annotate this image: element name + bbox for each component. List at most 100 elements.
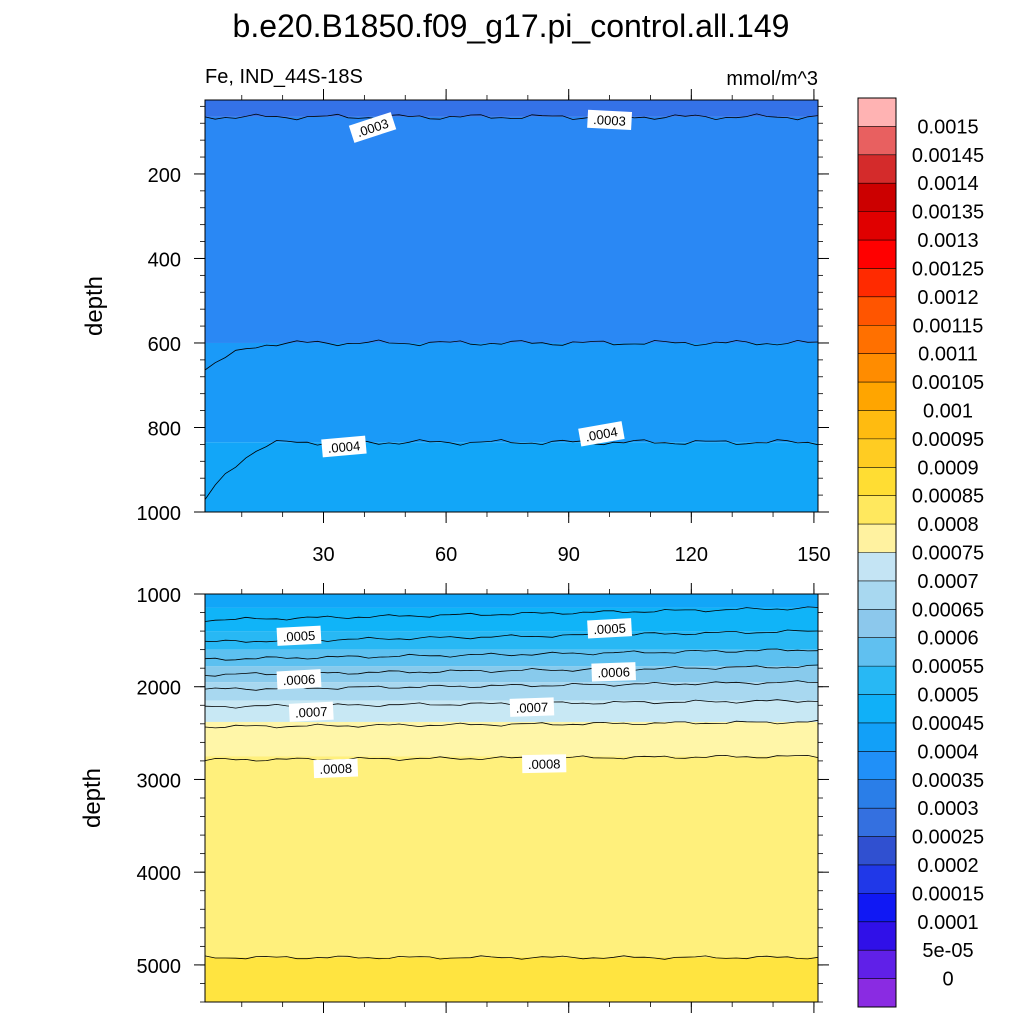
colorbar: 0.0015 0.00145 0.0014 0.00135 0.0013 0.00125 0… (857, 97, 984, 1008)
contour-label: .0008 (313, 758, 359, 779)
contour-line (204, 606, 819, 622)
colorbar-label: 0.0003 (917, 798, 978, 820)
contour-band-0.00085 (205, 756, 818, 958)
colorbar-swatch (858, 666, 896, 695)
colorbar-swatch (858, 808, 896, 837)
contour-label-text: .0007 (515, 700, 548, 716)
colorbar-swatch (858, 240, 896, 269)
contour-label-text: .0006 (282, 671, 315, 688)
contour-label-text: .0007 (295, 704, 328, 721)
contour-label-text: .0005 (593, 620, 626, 637)
contour-line (204, 955, 819, 960)
y-tick-label: 2000 (137, 678, 182, 700)
contour-band-0.00045 (205, 594, 818, 608)
colorbar-label: 0.0001 (917, 912, 978, 934)
x-tick-label: 150 (797, 544, 830, 566)
colorbar-label: 0.0004 (917, 741, 978, 763)
contour-line (204, 754, 819, 762)
contour-line (204, 680, 819, 691)
colorbar-label: 0.0014 (917, 173, 978, 195)
contour-line (204, 113, 819, 121)
contour-line (204, 439, 819, 500)
contour-label: .0005 (587, 618, 633, 639)
colorbar-label: 0.0011 (918, 344, 978, 366)
colorbar-label: 0.0013 (917, 230, 978, 252)
contour-label-text: .0004 (584, 424, 619, 444)
contour-label: .0008 (522, 754, 567, 774)
colorbar-swatch (858, 637, 896, 667)
colorbar-label: 0.00085 (912, 486, 984, 508)
colorbar-swatch (858, 552, 896, 582)
units-label: mmol/m^3 (726, 68, 818, 90)
y-tick-label: 600 (148, 334, 181, 356)
y-tick-label: 4000 (137, 863, 182, 885)
contour-label-text: .0005 (282, 628, 315, 645)
y-tick-label: 1000 (137, 585, 182, 607)
contour-band-0.0008 (205, 721, 818, 757)
colorbar-swatch (858, 524, 896, 553)
colorbar-swatch (858, 211, 896, 241)
contour-band-0.0009 (205, 957, 818, 1002)
contour-label-text: .0003 (593, 112, 626, 129)
contour-band-0.00045 (205, 442, 818, 512)
colorbar-swatch (858, 836, 896, 866)
colorbar-label: 0.0007 (917, 571, 978, 593)
colorbar-label: 0.00125 (912, 258, 984, 280)
y-tick-label: 3000 (137, 770, 182, 792)
contour-line (204, 648, 819, 661)
bottom-panel: .0005 .0005 .0006 .0006 .0007 .0007 .0008 .0008… (79, 583, 829, 1013)
contour-label-text: .0006 (597, 664, 630, 680)
x-tick-label: 60 (435, 544, 457, 566)
colorbar-label: 0.00095 (912, 429, 984, 451)
chart-title: b.e20.B1850.f09_g17.pi_control.all.149 (233, 8, 790, 44)
contour-band-0.0003 (205, 100, 818, 117)
contour-label: .0004 (578, 421, 625, 447)
colorbar-swatch (858, 382, 896, 411)
contour-label-text: .0004 (327, 438, 361, 456)
colorbar-label: 0.0008 (917, 514, 978, 536)
top-plot-frame (204, 99, 819, 513)
contour-label: .0005 (276, 625, 322, 646)
contour-label: .0003 (587, 109, 633, 130)
colorbar-label: 0.00055 (912, 656, 984, 678)
colorbar-swatch (858, 410, 896, 440)
colorbar-swatch (858, 154, 896, 184)
y-tick-label: 5000 (137, 956, 182, 978)
contour-label-text: .0008 (319, 761, 352, 777)
contour-label: .0006 (276, 669, 322, 690)
colorbar-swatch (858, 353, 896, 383)
top-y-axis-label: depth (81, 276, 108, 336)
contour-band-0.0004 (205, 342, 818, 443)
x-tick-label: 30 (312, 544, 334, 566)
colorbar-swatch (858, 921, 896, 951)
colorbar-label: 0.00105 (912, 372, 984, 394)
colorbar-label: 0.0006 (917, 628, 978, 650)
y-tick-label: 200 (148, 165, 181, 187)
colorbar-swatch (858, 978, 896, 1008)
contour-band-0.00035 (205, 116, 818, 343)
colorbar-label: 0.00075 (912, 543, 984, 565)
contour-label: .0004 (321, 435, 367, 458)
colorbar-label: 0.00135 (912, 202, 984, 224)
contour-label: .0006 (591, 662, 636, 682)
colorbar-swatch (858, 580, 896, 610)
colorbar-label: 0.00035 (912, 770, 984, 792)
contour-band-0.00055 (205, 631, 818, 650)
colorbar-label: 0.00115 (913, 315, 984, 337)
contour-label: .0007 (509, 697, 555, 717)
colorbar-label: 0.0002 (917, 855, 978, 877)
colorbar-label: 0.0015 (917, 116, 978, 138)
colorbar-swatch (858, 467, 896, 496)
contour-band-0.0005 (205, 607, 818, 632)
colorbar-swatch (858, 268, 896, 298)
contour-label-text: .0008 (528, 756, 561, 772)
y-tick-label: 1000 (137, 503, 182, 525)
colorbar-swatch (858, 694, 896, 724)
colorbar-swatch (858, 751, 896, 781)
colorbar-swatch (858, 126, 896, 156)
colorbar-label: 0.00045 (912, 713, 984, 735)
colorbar-label: 0 (942, 969, 953, 991)
contour-line (204, 339, 819, 371)
